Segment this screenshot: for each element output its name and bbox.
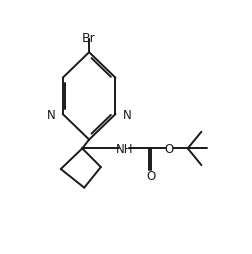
Text: O: O [146, 169, 156, 182]
Text: Br: Br [82, 32, 96, 45]
Text: N: N [123, 108, 132, 121]
Text: O: O [165, 142, 174, 155]
Text: NH: NH [115, 142, 133, 155]
Text: N: N [47, 108, 55, 121]
